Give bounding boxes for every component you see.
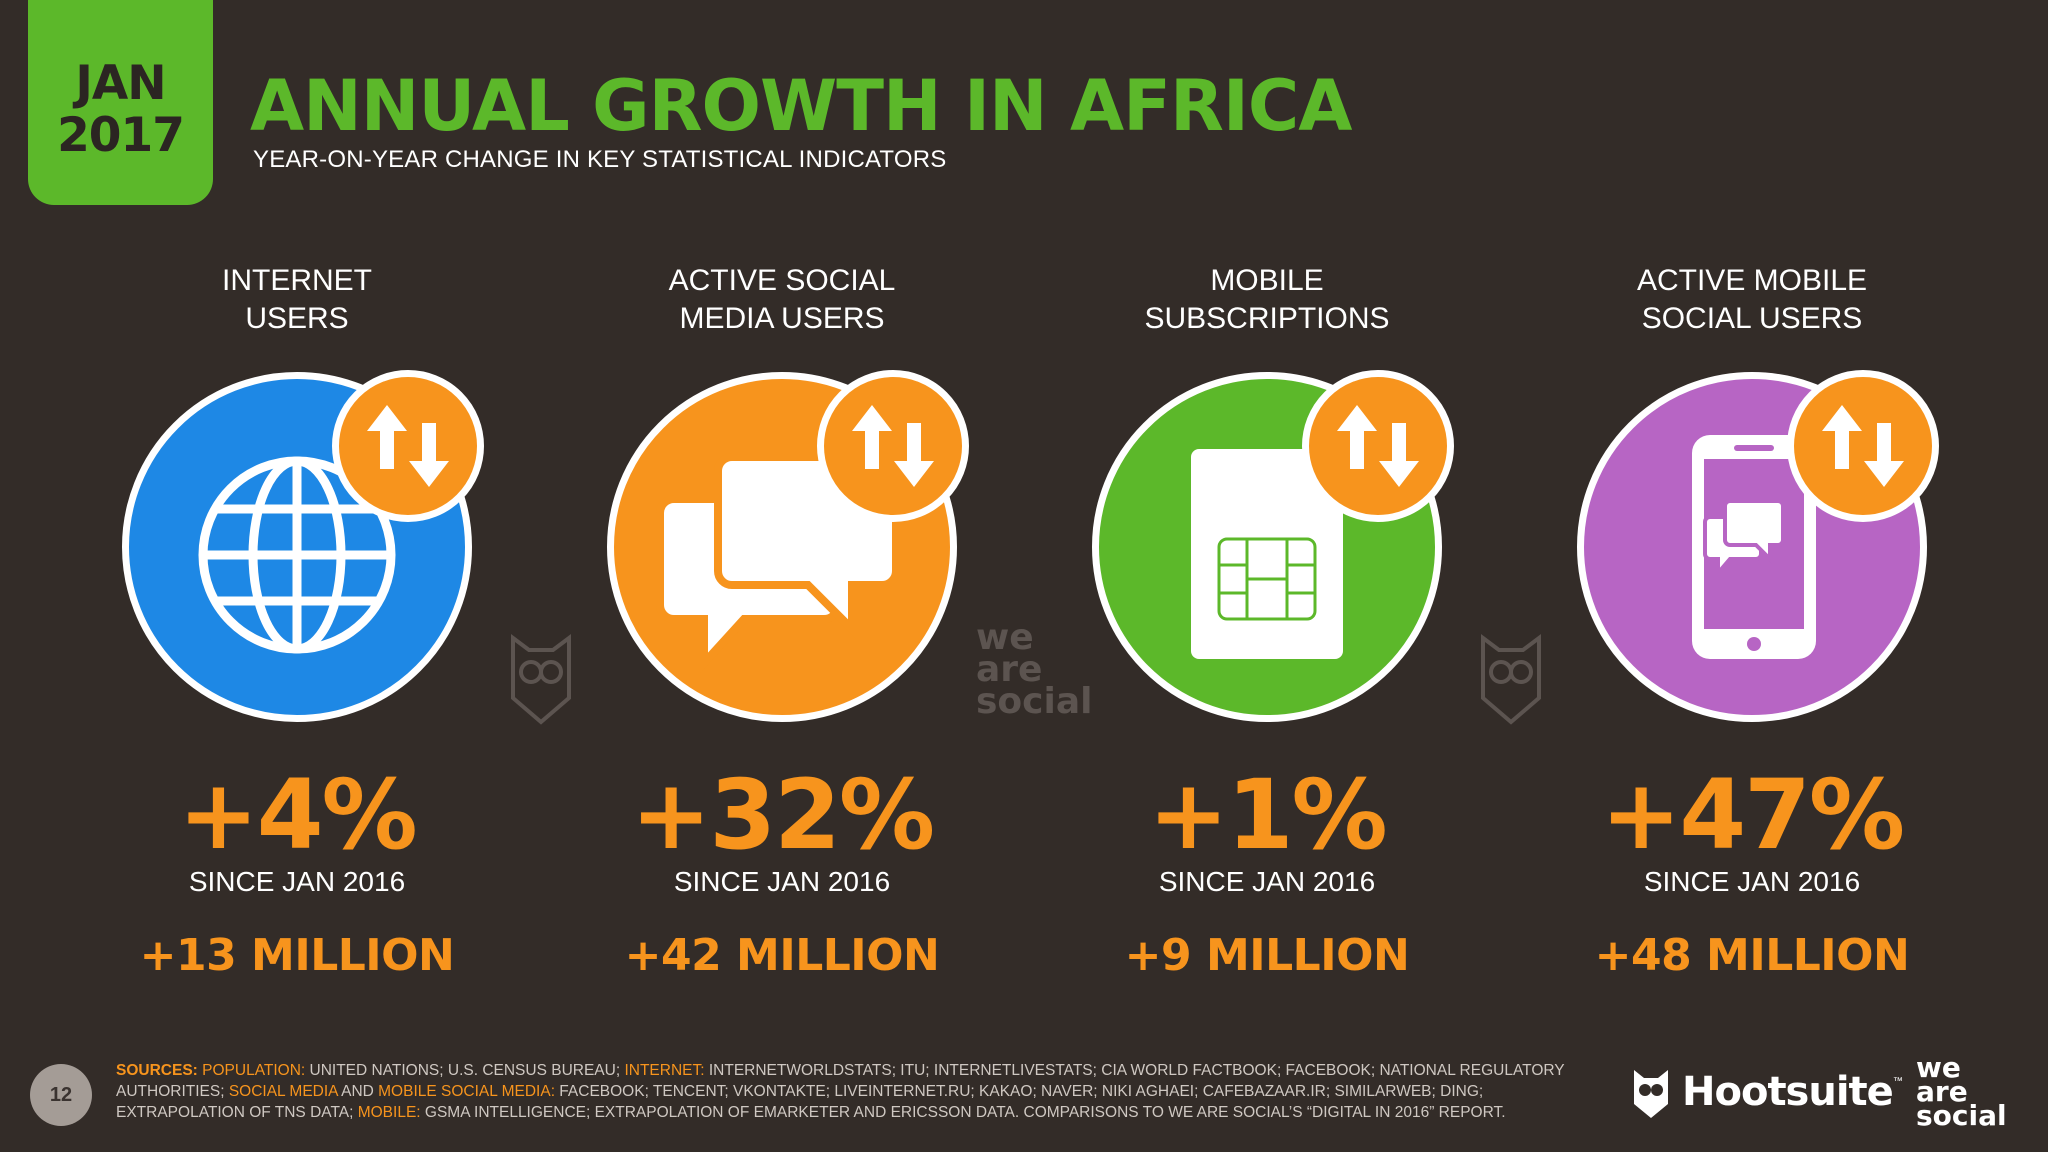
indicator-label: ACTIVE SOCIAL MEDIA USERS (668, 264, 896, 335)
growth-absolute: +48 MILLION (1594, 930, 1910, 981)
since-label: SINCE JAN 2016 (1643, 866, 1861, 897)
sources-internet-text: INTERNETWORLDSTATS; ITU; INTERNETLIVESTA… (116, 1062, 1565, 1100)
growth-percent: +1% (1148, 759, 1387, 871)
growth-percent: +4% (178, 759, 417, 871)
date-badge: JAN 2017 (28, 0, 213, 205)
logo-line: are (1916, 1075, 1968, 1108)
sources-internet-label: INTERNET: (624, 1062, 705, 1079)
growth-absolute: +9 MILLION (1124, 930, 1410, 981)
hootsuite-tm: ™ (1892, 1076, 1903, 1087)
page-subtitle: YEAR-ON-YEAR CHANGE IN KEY STATISTICAL I… (253, 146, 947, 173)
hootsuite-owl-watermark-icon (511, 634, 571, 725)
hootsuite-logo: Hootsuite ™ (1630, 1062, 1903, 1122)
indicator-internet-users: INTERNET USERS +4% SINCE JAN 2016 +13 MI… (55, 0, 539, 1000)
up-down-arrows-icon (1302, 370, 1454, 522)
up-down-arrows-icon (1787, 370, 1939, 522)
since-label: SINCE JAN 2016 (188, 866, 406, 897)
watermark-line: are (976, 649, 1043, 690)
sources-population-label: POPULATION: (202, 1062, 306, 1079)
growth-absolute: +42 MILLION (624, 930, 940, 981)
indicator-label: ACTIVE MOBILE SOCIAL USERS (1636, 264, 1868, 335)
sources-population-text: UNITED NATIONS; U.S. CENSUS BUREAU; (305, 1062, 625, 1079)
up-down-arrows-icon (332, 370, 484, 522)
indicator-label: MOBILE SUBSCRIPTIONS (1144, 264, 1390, 335)
sources-mobile-text: GSMA INTELLIGENCE; EXTRAPOLATION OF EMAR… (420, 1104, 1506, 1121)
watermark-line: we (976, 617, 1034, 658)
date-badge-month: JAN (75, 55, 166, 111)
page-title: ANNUAL GROWTH IN AFRICA (250, 65, 1352, 147)
sources-and-text: AND (337, 1083, 379, 1100)
indicator-mobile-subscriptions: MOBILE SUBSCRIPTIONS +1% SINCE JAN 2016 (1025, 0, 1509, 1000)
growth-percent: +47% (1600, 759, 1905, 871)
page-number: 12 (30, 1064, 92, 1126)
we-are-social-logo: we are social (1916, 1051, 2026, 1132)
growth-percent: +32% (630, 759, 935, 871)
sources-mobile-label: MOBILE: (357, 1104, 421, 1121)
sources-text: SOURCES: POPULATION: UNITED NATIONS; U.S… (116, 1060, 1566, 1123)
sources-social-label: SOCIAL MEDIA (228, 1083, 338, 1100)
since-label: SINCE JAN 2016 (1158, 866, 1376, 897)
growth-absolute: +13 MILLION (139, 930, 455, 981)
since-label: SINCE JAN 2016 (673, 866, 891, 897)
hootsuite-wordmark: Hootsuite (1682, 1069, 1894, 1115)
hootsuite-owl-icon (1634, 1070, 1668, 1118)
watermark-line: social (976, 681, 1093, 722)
indicator-social-media-users: ACTIVE SOCIAL MEDIA USERS +32% SINCE JAN… (540, 0, 1024, 1000)
we-are-social-watermark: we are social (976, 617, 1116, 722)
sources-mobile-social-label: MOBILE SOCIAL MEDIA: (378, 1083, 555, 1100)
sources-label: SOURCES: (116, 1062, 198, 1079)
logo-line: we (1916, 1051, 1961, 1084)
globe-icon (122, 372, 472, 722)
hootsuite-owl-watermark-icon (1481, 634, 1541, 725)
logo-line: social (1916, 1099, 2007, 1132)
sources-mobile-social-text: FACEBOOK; TENCENT; VKONTAKTE; LIVEINTERN… (116, 1083, 1484, 1121)
up-down-arrows-icon (817, 370, 969, 522)
date-badge-year: 2017 (57, 107, 185, 163)
indicator-label: INTERNET USERS (222, 264, 372, 335)
indicator-mobile-social-users: ACTIVE MOBILE SOCIAL USERS +47% SINCE JA… (1510, 0, 1994, 1000)
